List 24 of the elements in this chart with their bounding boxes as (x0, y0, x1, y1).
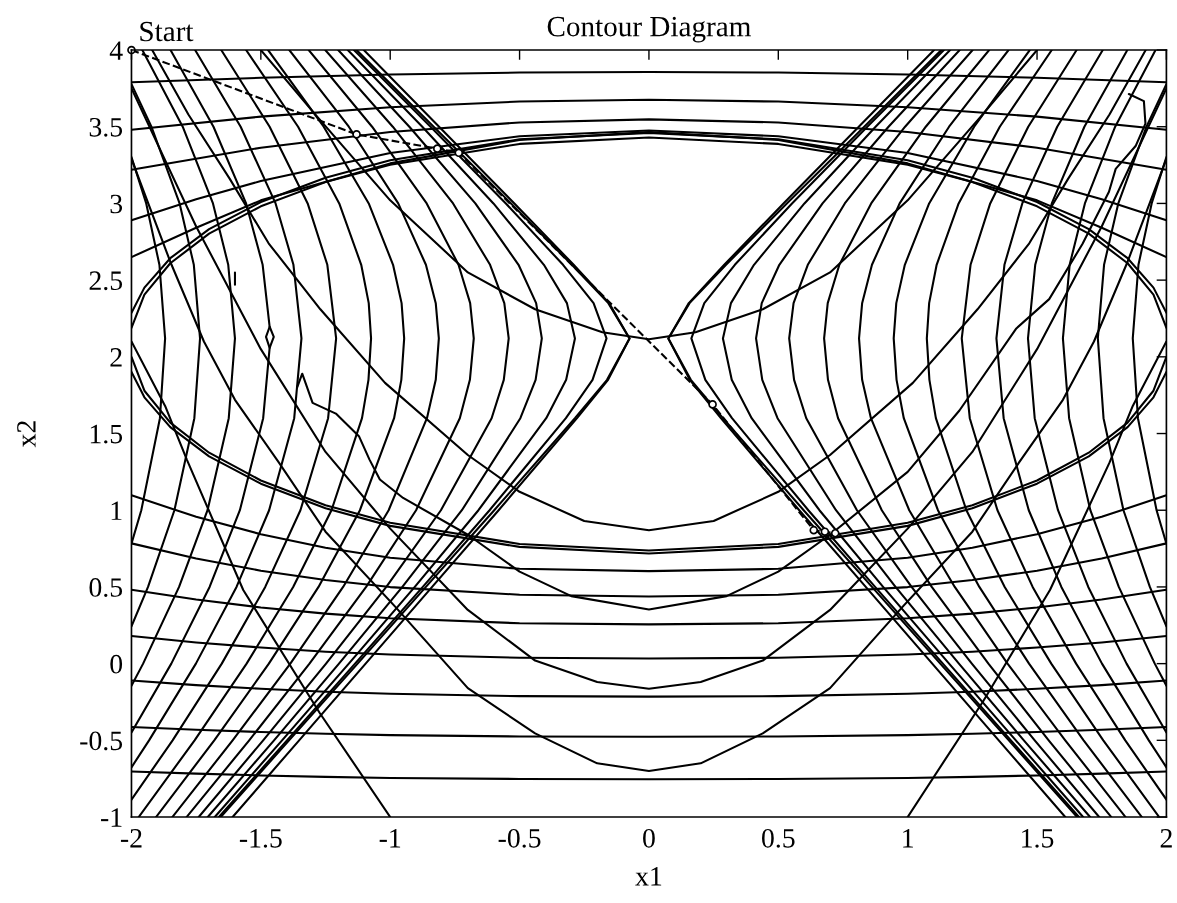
y-tick-label: 0 (110, 654, 123, 674)
x-tick-label: 2 (1160, 829, 1172, 848)
y-tick-label: 0.5 (89, 578, 123, 597)
chart-title: Contour Diagram (547, 16, 751, 43)
x-tick-label: -0.5 (498, 828, 541, 848)
x-tick-label: 1 (903, 829, 913, 848)
x-tick-label: 0.5 (762, 828, 795, 848)
y-tick-label: 1 (111, 501, 122, 520)
x-tick-label: 0 (643, 828, 655, 848)
y-tick-label: -1 (101, 808, 122, 827)
x-tick-label: 1.5 (1022, 829, 1054, 848)
y-tick-label: 2.5 (89, 271, 123, 291)
y-tick-label: 1.5 (90, 424, 123, 444)
y-tick-label: 4 (109, 41, 123, 60)
x-tick-label: -1 (379, 829, 401, 848)
y-tick-label: 2 (110, 348, 122, 367)
annotation: Start (140, 21, 194, 42)
y-axis-title: x2 (17, 421, 36, 448)
x-tick-label: -1.5 (239, 829, 282, 848)
x-axis-title: x1 (635, 867, 662, 886)
y-tick-label: 3.5 (89, 117, 123, 137)
y-tick-label: -0.5 (80, 731, 123, 751)
y-tick-label: 3 (110, 194, 123, 214)
x-tick-label: -2 (120, 829, 142, 848)
